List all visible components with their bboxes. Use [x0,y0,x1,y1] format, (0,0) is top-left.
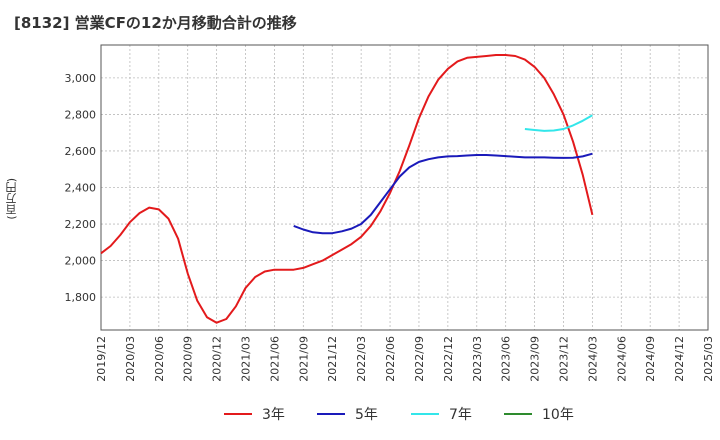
x-tick-label: 2024/03 [586,336,599,382]
x-tick-label: 2020/03 [124,336,137,382]
series-line-1 [100,54,594,324]
y-tick-label: 1,800 [65,291,97,304]
x-tick-label: 2021/09 [297,336,310,382]
y-tick-label: 2,200 [65,218,97,231]
plot-frame [100,44,709,331]
series-line-3 [524,114,593,132]
legend-label: 10年 [542,407,574,423]
x-tick-label: 2019/12 [95,336,108,382]
x-tick-label: 2025/03 [702,336,715,382]
x-tick-label: 2022/12 [442,336,455,382]
legend-label: 7年 [449,407,472,423]
chart-title: [8132] 営業CFの12か月移動合計の推移 [14,14,297,32]
x-tick-label: 2021/12 [326,336,339,382]
x-tick-label: 2020/12 [211,336,224,382]
x-tick-label: 2022/06 [384,336,397,382]
x-tick-label: 2020/06 [153,336,166,382]
y-tick-label: 3,000 [65,72,97,85]
x-tick-labels: 2019/12 2020/03 2020/06 2020/09 2020/12 2021/… [95,336,715,382]
x-tick-label: 2020/09 [182,336,195,382]
legend: 3年 5年 7年 10年 [224,407,574,423]
series-lines [100,54,594,324]
x-tick-label: 2023/03 [471,336,484,382]
x-tick-label: 2021/03 [240,336,253,382]
y-tick-label: 2,800 [65,108,97,121]
x-tick-label: 2024/12 [673,336,686,382]
legend-label: 3年 [262,407,285,423]
x-tick-label: 2023/06 [500,336,513,382]
x-tick-label: 2024/09 [644,336,657,382]
x-tick-label: 2023/09 [529,336,542,382]
axes [100,44,709,331]
legend-label: 5年 [355,407,378,423]
x-tick-label: 2024/06 [615,336,628,382]
x-tick-label: 2022/03 [355,336,368,382]
legend-item: 5年 [317,407,378,423]
y-tick-label: 2,000 [65,255,97,268]
legend-item: 10年 [504,407,574,423]
x-tick-label: 2021/06 [268,336,281,382]
series-line-2 [293,152,593,235]
y-tick-labels: 1,800 2,000 2,200 2,400 2,600 2,800 3,000 [65,72,97,304]
x-tick-label: 2023/12 [557,336,570,382]
legend-item: 3年 [224,407,285,423]
y-tick-label: 2,400 [65,182,97,195]
y-tick-label: 2,600 [65,145,97,158]
x-tick-label: 2022/09 [413,336,426,382]
legend-item: 7年 [411,407,472,423]
